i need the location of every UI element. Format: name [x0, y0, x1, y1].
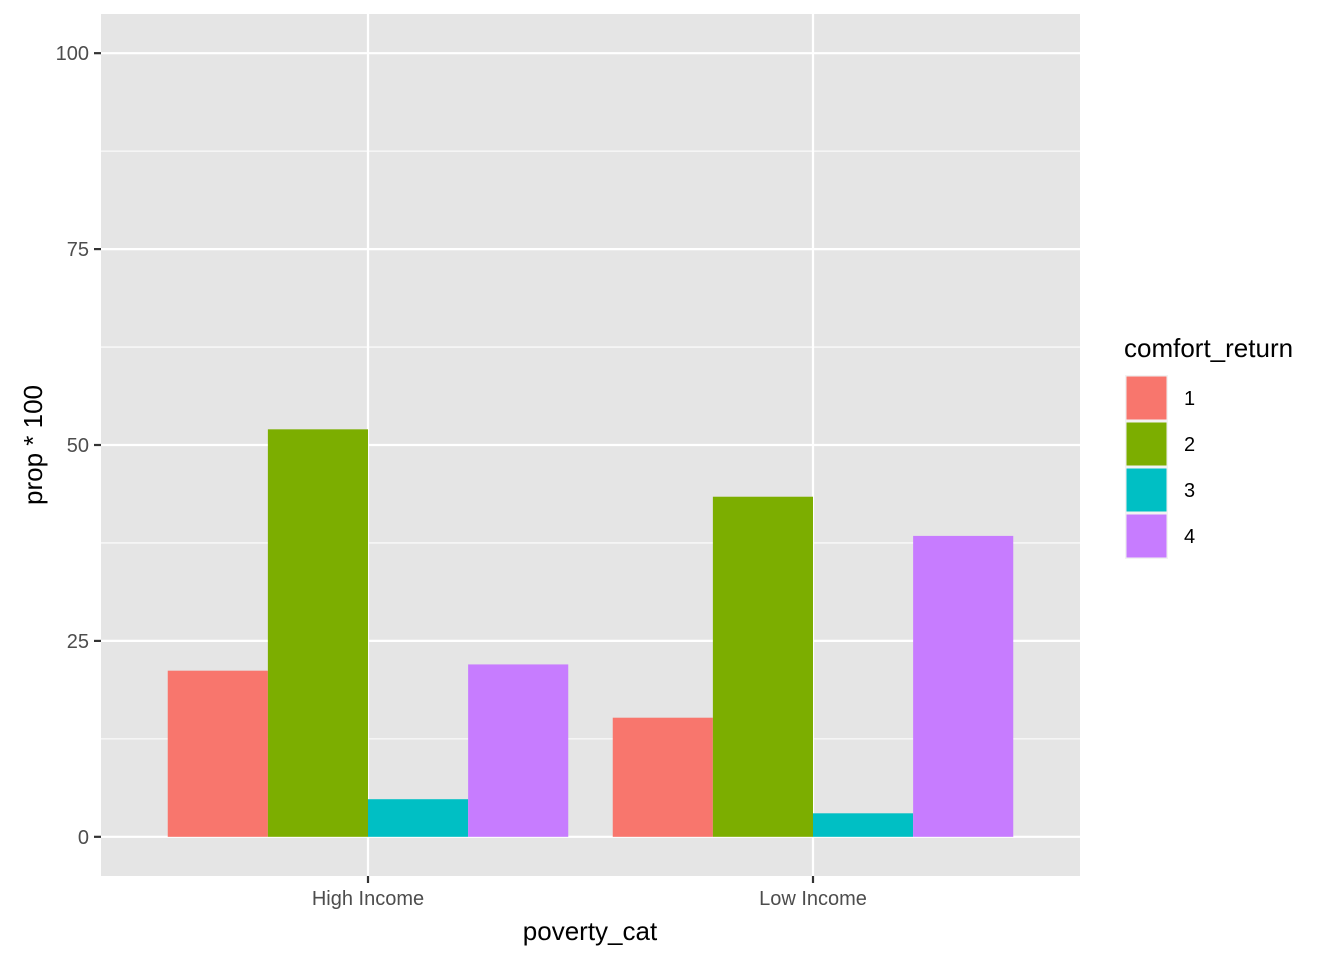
legend-label: 2 — [1184, 434, 1195, 456]
bar — [712, 496, 813, 837]
legend-label: 4 — [1184, 526, 1195, 548]
legend: comfort_return 1 2 3 4 — [1124, 333, 1293, 559]
legend-title: comfort_return — [1124, 333, 1293, 363]
y-tick-label: 25 — [67, 631, 89, 653]
legend-swatch — [1126, 468, 1167, 512]
legend-label: 3 — [1184, 480, 1195, 502]
bar — [468, 664, 569, 837]
legend-label: 1 — [1184, 388, 1195, 410]
y-tick-label: 50 — [67, 435, 89, 457]
legend-swatch — [1126, 514, 1167, 558]
bar — [612, 717, 713, 837]
y-tick-label: 100 — [56, 43, 89, 65]
legend-swatch — [1126, 422, 1167, 466]
x-axis: High Income Low Income — [312, 876, 867, 910]
y-axis: 0 25 50 75 100 — [56, 43, 101, 849]
bar — [167, 670, 268, 837]
legend-swatch — [1126, 376, 1167, 420]
bars — [167, 429, 1014, 837]
y-axis-title: prop * 100 — [18, 385, 48, 505]
x-tick-label: Low Income — [759, 888, 867, 910]
y-tick-label: 0 — [78, 827, 89, 849]
bar — [267, 429, 368, 837]
bar — [913, 535, 1014, 837]
x-axis-title: poverty_cat — [523, 916, 658, 946]
bar — [368, 799, 469, 837]
y-tick-label: 75 — [67, 239, 89, 261]
bar — [813, 813, 914, 837]
x-tick-label: High Income — [312, 888, 424, 910]
